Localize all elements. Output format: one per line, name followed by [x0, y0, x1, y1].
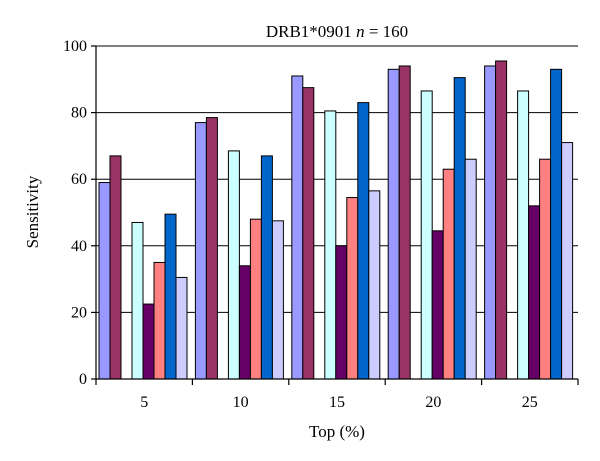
bar-s6-15 — [346, 197, 359, 380]
bar-s5-10 — [238, 265, 251, 380]
bar-s2-20 — [398, 65, 411, 380]
bar-s4-15 — [324, 110, 337, 380]
bar-s4-20 — [420, 90, 433, 380]
bar-s5-5 — [142, 303, 155, 380]
bar-s8-20 — [464, 158, 477, 380]
x-tick-label-15: 15 — [329, 394, 345, 411]
bar-s5-20 — [431, 230, 444, 380]
bar-s1-15 — [291, 75, 304, 380]
bar-s7-20 — [453, 77, 466, 380]
bar-s7-15 — [357, 102, 370, 380]
bar-s5-15 — [335, 245, 348, 380]
bar-s2-25 — [495, 60, 508, 380]
bars — [98, 60, 574, 380]
bar-s4-5 — [131, 221, 144, 380]
bar-s1-25 — [484, 65, 497, 380]
y-tick-label-40: 40 — [71, 238, 87, 255]
bar-s7-5 — [164, 213, 177, 380]
y-tick-label-20: 20 — [71, 304, 87, 321]
bar-s6-20 — [442, 168, 455, 380]
bar-s2-5 — [109, 155, 122, 380]
bar-s1-5 — [98, 182, 111, 380]
y-tick-label-80: 80 — [71, 105, 87, 122]
bar-s8-15 — [368, 190, 381, 380]
bar-s7-25 — [550, 68, 563, 380]
chart-title-prefix: DRB1*0901 — [266, 22, 356, 41]
bar-s2-10 — [205, 117, 218, 380]
x-tick-label-25: 25 — [522, 394, 538, 411]
x-tick-label-20: 20 — [425, 394, 441, 411]
x-tick-labels: 5 10 15 20 25 — [140, 394, 538, 411]
y-tick-label-60: 60 — [71, 171, 87, 188]
bar-s1-10 — [194, 122, 207, 380]
bar-s6-25 — [539, 158, 552, 380]
bar-s7-10 — [260, 155, 273, 380]
y-tick-labels: 0 20 40 60 80 100 — [63, 38, 87, 388]
x-tick-label-10: 10 — [233, 394, 249, 411]
bar-s6-5 — [153, 261, 166, 380]
bar-s4-10 — [227, 150, 240, 380]
bar-s2-15 — [302, 87, 315, 380]
chart-title-variable: n — [356, 22, 365, 41]
bar-s5-25 — [528, 205, 541, 380]
bar-s8-25 — [561, 142, 574, 380]
bar-s4-25 — [517, 90, 530, 380]
axes — [91, 45, 579, 385]
bar-s6-10 — [249, 218, 262, 380]
bar-s8-5 — [175, 276, 188, 380]
x-tick-label-5: 5 — [140, 394, 148, 411]
chart-title: DRB1*0901 n = 160 — [266, 22, 408, 41]
chart-title-suffix: = 160 — [365, 22, 409, 41]
bar-s1-20 — [387, 68, 400, 380]
y-axis-title: Sensitivity — [23, 175, 42, 248]
x-axis-title: Top (%) — [309, 422, 365, 441]
y-tick-label-100: 100 — [63, 38, 87, 55]
y-tick-label-0: 0 — [79, 371, 87, 388]
bar-s8-10 — [271, 220, 284, 380]
